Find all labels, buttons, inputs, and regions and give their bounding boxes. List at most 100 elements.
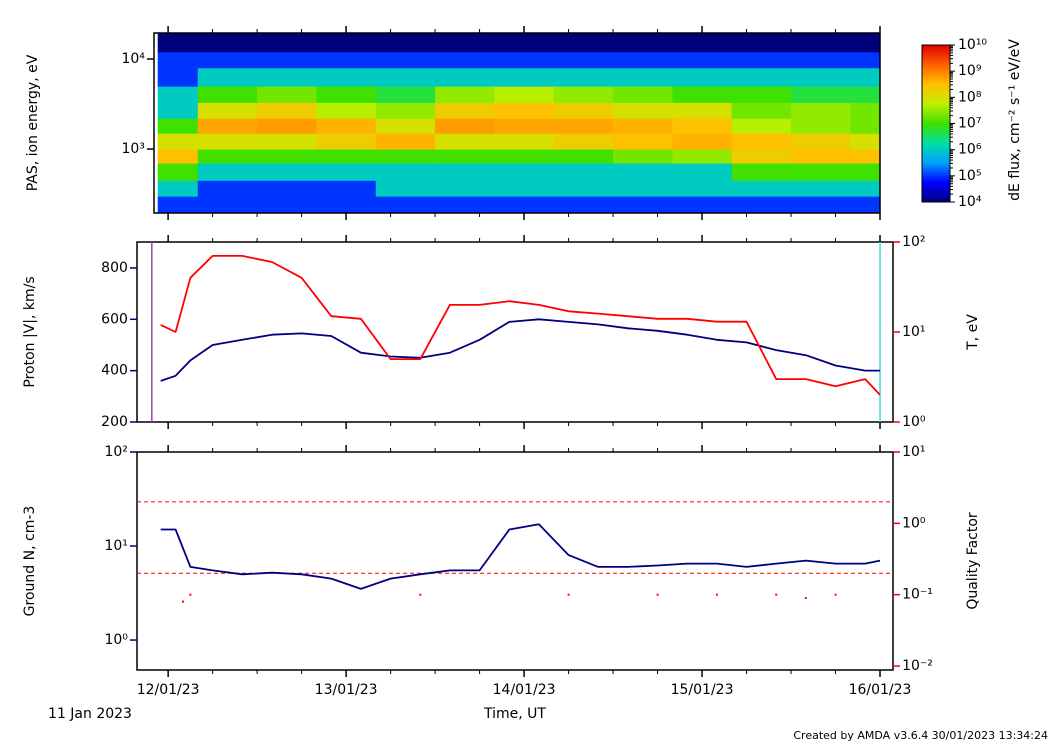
heatmap-cell xyxy=(257,33,317,53)
heatmap-cell xyxy=(791,102,851,119)
heatmap-cell xyxy=(613,33,673,53)
heatmap-cell xyxy=(731,33,792,53)
heatmap-cell xyxy=(731,67,792,87)
heatmap-cell xyxy=(494,67,555,87)
heatmap-cell xyxy=(494,180,555,197)
data-point xyxy=(656,593,659,596)
heatmap-cell xyxy=(850,133,881,150)
heatmap-cell xyxy=(316,118,377,134)
heatmap-cell xyxy=(791,118,851,134)
heatmap-cell xyxy=(316,86,377,103)
heatmap-cell xyxy=(375,180,436,197)
heatmap-cell xyxy=(257,163,317,181)
heatmap-cell xyxy=(731,163,792,181)
heatmap-cell xyxy=(672,180,733,197)
heatmap-cell xyxy=(157,180,199,197)
heatmap-cell xyxy=(613,67,673,87)
heatmap-cell xyxy=(613,51,673,69)
heatmap-cell xyxy=(197,149,258,164)
heatmap-cell xyxy=(435,102,495,119)
plot-frame xyxy=(136,241,894,423)
y-tick-label: 10² xyxy=(902,234,925,250)
data-point xyxy=(419,593,422,596)
heatmap-cell xyxy=(316,180,377,197)
heatmap-cell xyxy=(613,133,673,150)
heatmap-cell xyxy=(672,163,733,181)
heatmap-cell xyxy=(553,86,614,103)
y-tick-label: 10⁰ xyxy=(902,414,926,430)
heatmap-cell xyxy=(731,133,792,150)
y-tick-label: 200 xyxy=(101,414,128,430)
y-tick-label: 10¹ xyxy=(902,444,925,460)
colorbar-tick-label: 10⁵ xyxy=(958,168,981,184)
heatmap-cell xyxy=(791,180,851,197)
heatmap-cell xyxy=(435,33,495,53)
heatmap-cell xyxy=(613,196,673,214)
heatmap-cell xyxy=(494,86,555,103)
heatmap-cell xyxy=(850,102,881,119)
data-point xyxy=(715,593,718,596)
heatmap-cell xyxy=(494,33,555,53)
heatmap-cell xyxy=(553,196,614,214)
heatmap-cell xyxy=(316,102,377,119)
heatmap-cell xyxy=(257,51,317,69)
heatmap-cell xyxy=(613,163,673,181)
heatmap-cell xyxy=(494,102,555,119)
heatmap-cell xyxy=(316,67,377,87)
heatmap-cell xyxy=(494,196,555,214)
heatmap-cell xyxy=(850,196,881,214)
heatmap-cell xyxy=(435,180,495,197)
heatmap-cell xyxy=(375,133,436,150)
heatmap-cell xyxy=(553,67,614,87)
heatmap-cell xyxy=(672,51,733,69)
heatmap-cell xyxy=(197,180,258,197)
data-point xyxy=(834,593,837,596)
heatmap-cell xyxy=(731,86,792,103)
data-point xyxy=(567,593,570,596)
heatmap-cell xyxy=(672,33,733,53)
heatmap-cell xyxy=(791,33,851,53)
heatmap-cell xyxy=(257,133,317,150)
heatmap-cell xyxy=(197,118,258,134)
colorbar-tick-label: 10¹⁰ xyxy=(958,37,987,53)
axis-label: T, eV xyxy=(965,314,981,351)
y-tick-label: 800 xyxy=(101,260,128,276)
heatmap-cell xyxy=(672,102,733,119)
x-tick-label: 16/01/23 xyxy=(849,682,912,698)
heatmap-cell xyxy=(553,133,614,150)
heatmap-cell xyxy=(791,51,851,69)
heatmap-cell xyxy=(435,163,495,181)
heatmap-cell xyxy=(494,118,555,134)
start-date: 11 Jan 2023 xyxy=(48,706,132,722)
colorbar-tick-label: 10⁸ xyxy=(958,89,982,105)
x-tick-label: 13/01/23 xyxy=(315,682,378,698)
heatmap-cell xyxy=(850,67,881,87)
heatmap-cell xyxy=(791,163,851,181)
colorbar-tick-label: 10⁶ xyxy=(958,142,982,158)
y-tick-label: 400 xyxy=(101,363,128,379)
data-line xyxy=(160,523,881,590)
heatmap-cell xyxy=(850,149,881,164)
heatmap-cell xyxy=(375,51,436,69)
heatmap-cell xyxy=(553,180,614,197)
heatmap-cell xyxy=(197,33,258,53)
heatmap-cell xyxy=(850,51,881,69)
heatmap-cell xyxy=(375,102,436,119)
heatmap-cell xyxy=(257,180,317,197)
heatmap-cell xyxy=(375,196,436,214)
heatmap-cell xyxy=(197,133,258,150)
data-point xyxy=(775,593,778,596)
heatmap-cell xyxy=(157,196,199,214)
heatmap-cell xyxy=(672,118,733,134)
heatmap-cell xyxy=(197,67,258,87)
heatmap-cell xyxy=(157,133,199,150)
heatmap-cell xyxy=(375,149,436,164)
heatmap-cell xyxy=(553,118,614,134)
data-point xyxy=(804,596,807,599)
colorbar xyxy=(921,44,951,203)
y-tick-label: 10² xyxy=(104,444,127,460)
data-line xyxy=(160,318,880,382)
colorbar-tick-label: 10⁴ xyxy=(958,194,982,210)
heatmap-cell xyxy=(850,163,881,181)
heatmap-cell xyxy=(435,133,495,150)
